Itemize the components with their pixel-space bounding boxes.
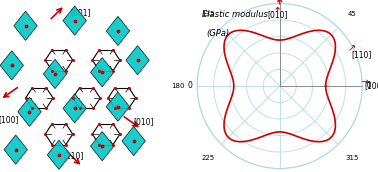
Text: [010]: [010] <box>268 10 288 19</box>
Polygon shape <box>18 97 41 126</box>
Polygon shape <box>126 46 149 75</box>
Polygon shape <box>63 94 87 123</box>
Polygon shape <box>63 6 87 35</box>
Text: [010]: [010] <box>134 117 154 126</box>
Polygon shape <box>14 11 37 40</box>
Text: (GPa): (GPa) <box>206 29 229 38</box>
Text: [100]: [100] <box>0 115 19 124</box>
Polygon shape <box>90 58 114 87</box>
Polygon shape <box>90 132 114 161</box>
Polygon shape <box>47 140 71 169</box>
Polygon shape <box>43 59 67 89</box>
Polygon shape <box>0 51 23 80</box>
Text: ↗: ↗ <box>348 43 356 53</box>
Polygon shape <box>4 135 28 164</box>
Polygon shape <box>122 126 146 156</box>
Text: Elastic modulus: Elastic modulus <box>202 10 268 19</box>
Text: →: → <box>361 78 369 88</box>
Text: [110]: [110] <box>63 151 83 160</box>
Text: [001]: [001] <box>71 9 91 18</box>
Text: 0: 0 <box>362 82 372 90</box>
Polygon shape <box>106 16 130 46</box>
Text: 0: 0 <box>187 82 197 90</box>
Text: [110]: [110] <box>352 51 372 60</box>
Text: ↑: ↑ <box>273 7 282 17</box>
Polygon shape <box>106 92 130 121</box>
Text: [100]: [100] <box>365 82 378 90</box>
